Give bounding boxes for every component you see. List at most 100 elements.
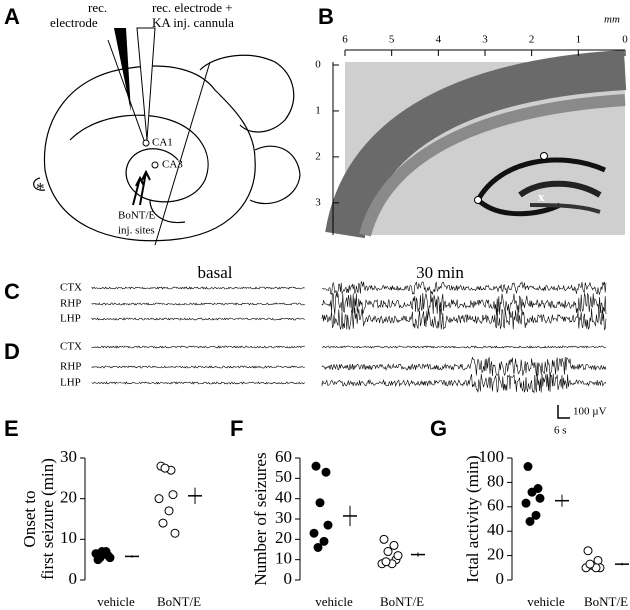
- y-tick-label: 10: [60, 528, 77, 547]
- tick-label: 2: [315, 150, 321, 162]
- x-tick-label: vehicle: [527, 594, 565, 609]
- tick-label: 0: [315, 59, 321, 71]
- eeg-trace: [91, 381, 306, 385]
- data-point: [583, 546, 593, 556]
- label: CA1: [152, 137, 173, 149]
- data-point: [154, 494, 164, 504]
- x-tick-label: vehicle: [97, 594, 135, 609]
- data-point: [535, 493, 545, 503]
- panel-label: C: [4, 279, 20, 304]
- data-point: [170, 528, 180, 538]
- data-point: [101, 547, 111, 557]
- track-line: [154, 61, 211, 246]
- panel-label: A: [4, 4, 20, 29]
- scale-bar: [557, 405, 570, 419]
- eeg-trace: [321, 307, 607, 331]
- panel-label: B: [318, 4, 334, 29]
- trace-label: CTX: [60, 341, 82, 353]
- y-axis-label: first seizure (min): [38, 458, 57, 580]
- data-point: [393, 551, 403, 561]
- label: KA inj. cannula: [152, 15, 234, 30]
- data-point: [158, 518, 168, 528]
- data-point: [160, 463, 170, 473]
- tick-label: 2: [529, 34, 535, 46]
- trace-label: CTX: [60, 282, 82, 294]
- axis-unit: mm: [604, 14, 620, 26]
- data-point: [381, 557, 391, 567]
- data-point: [319, 536, 329, 546]
- arrows: [132, 169, 151, 206]
- y-tick-label: 20: [487, 545, 504, 564]
- eeg-trace: [91, 317, 305, 321]
- y-tick-label: 60: [275, 447, 292, 466]
- scale-label: 6 s: [554, 425, 567, 437]
- trace-label: RHP: [60, 361, 81, 373]
- y-tick-label: 30: [275, 508, 292, 527]
- y-tick-label: 100: [479, 447, 505, 466]
- panel-label: E: [4, 416, 19, 441]
- y-tick-label: 80: [487, 471, 504, 490]
- trace-label: RHP: [60, 298, 81, 310]
- label: BoNT/E: [118, 210, 156, 222]
- y-tick-label: 60: [487, 496, 504, 515]
- data-point: [95, 553, 105, 563]
- trace-time-label: 30 min: [416, 263, 464, 282]
- y-tick-label: 0: [69, 569, 78, 588]
- trace-time-label: basal: [198, 263, 233, 282]
- eeg-trace: [321, 345, 607, 349]
- cannula: [136, 27, 156, 141]
- x-tick-label: BoNT/E: [157, 594, 201, 609]
- y-tick-label: 10: [275, 549, 292, 568]
- data-point: [309, 528, 319, 538]
- y-tick-label: 40: [275, 488, 292, 507]
- tick-label: 1: [315, 104, 321, 116]
- data-point: [531, 510, 541, 520]
- data-point: [315, 498, 325, 508]
- trace-label: LHP: [60, 313, 81, 325]
- lesion-mark: x: [538, 189, 545, 204]
- label: CA3: [162, 159, 183, 171]
- eeg-trace: [91, 302, 305, 306]
- tick-label: 3: [315, 196, 321, 208]
- tick-label: 6: [342, 34, 348, 46]
- tick-label: 0: [622, 34, 628, 46]
- eeg-trace: [91, 345, 305, 349]
- x-tick-label: BoNT/E: [380, 594, 424, 609]
- x-tick-label: vehicle: [315, 594, 353, 609]
- eeg-trace: [321, 356, 607, 377]
- data-point: [523, 462, 533, 472]
- data-point: [527, 487, 537, 497]
- data-point: [311, 461, 321, 471]
- track-line: [107, 39, 146, 144]
- scale-label: 100 µV: [573, 406, 607, 418]
- traces: CTX RHP LHP CTX RHP LHP: [60, 281, 607, 394]
- data-point: [521, 498, 531, 508]
- panel-label: F: [230, 416, 243, 441]
- tick-label: 1: [576, 34, 582, 46]
- site-marker: [142, 139, 150, 147]
- label: inj. sites: [118, 225, 155, 237]
- eeg-trace: [321, 373, 607, 394]
- data-point: [164, 506, 174, 516]
- label: electrode: [50, 15, 98, 30]
- eeg-trace: [321, 281, 607, 296]
- data-point: [321, 467, 331, 477]
- tick-label: 5: [389, 34, 395, 46]
- trace-label: LHP: [60, 377, 81, 389]
- y-tick-label: 40: [487, 520, 504, 539]
- y-tick-label: 0: [496, 569, 505, 588]
- data-point: [383, 547, 393, 557]
- y-axis-label: Onset to: [20, 490, 39, 547]
- eeg-trace: [321, 292, 607, 315]
- tick-label: 3: [482, 34, 488, 46]
- y-tick-label: 50: [275, 467, 292, 486]
- histology-axes: 6 5 4 3 2 1 0 0 1 2 3: [315, 34, 628, 235]
- tick-label: 4: [436, 34, 442, 46]
- charts: 0 10 20 30 Onset to first seizure (min) vehicl…: [20, 447, 629, 609]
- data-point: [323, 520, 333, 530]
- panel-label: G: [430, 416, 447, 441]
- site-marker: [151, 161, 159, 169]
- panel-label: D: [4, 339, 20, 364]
- site-marker: [540, 152, 548, 160]
